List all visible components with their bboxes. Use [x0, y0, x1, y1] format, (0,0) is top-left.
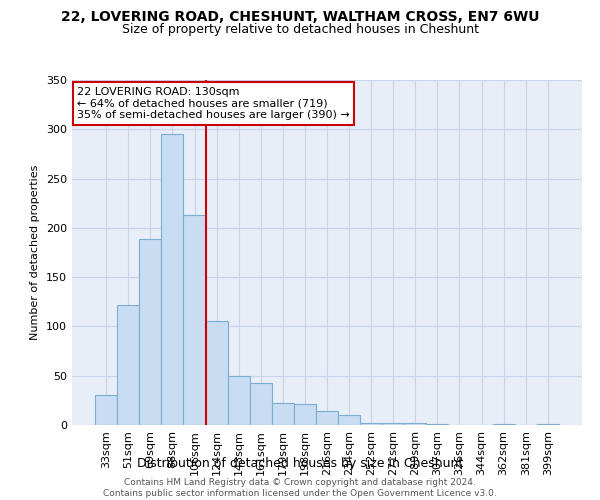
- Bar: [139, 238, 161, 425]
- Text: 22, LOVERING ROAD, CHESHUNT, WALTHAM CROSS, EN7 6WU: 22, LOVERING ROAD, CHESHUNT, WALTHAM CRO…: [61, 10, 539, 24]
- Text: Size of property relative to detached houses in Cheshunt: Size of property relative to detached ho…: [121, 22, 479, 36]
- Bar: [227, 376, 250, 425]
- Bar: [206, 320, 227, 425]
- Bar: [427, 424, 448, 425]
- Bar: [382, 423, 404, 425]
- Bar: [272, 404, 294, 425]
- Bar: [493, 424, 515, 425]
- Bar: [404, 423, 427, 425]
- Bar: [316, 411, 338, 425]
- Bar: [250, 382, 272, 425]
- Y-axis label: Number of detached properties: Number of detached properties: [31, 165, 40, 340]
- Bar: [184, 215, 206, 425]
- Bar: [537, 424, 559, 425]
- Bar: [161, 134, 184, 425]
- Text: 22 LOVERING ROAD: 130sqm
← 64% of detached houses are smaller (719)
35% of semi-: 22 LOVERING ROAD: 130sqm ← 64% of detach…: [77, 87, 350, 120]
- Text: Distribution of detached houses by size in Cheshunt: Distribution of detached houses by size …: [137, 458, 463, 470]
- Bar: [338, 415, 360, 425]
- Bar: [294, 404, 316, 425]
- Text: Contains HM Land Registry data © Crown copyright and database right 2024.
Contai: Contains HM Land Registry data © Crown c…: [103, 478, 497, 498]
- Bar: [95, 396, 117, 425]
- Bar: [360, 423, 382, 425]
- Bar: [117, 304, 139, 425]
